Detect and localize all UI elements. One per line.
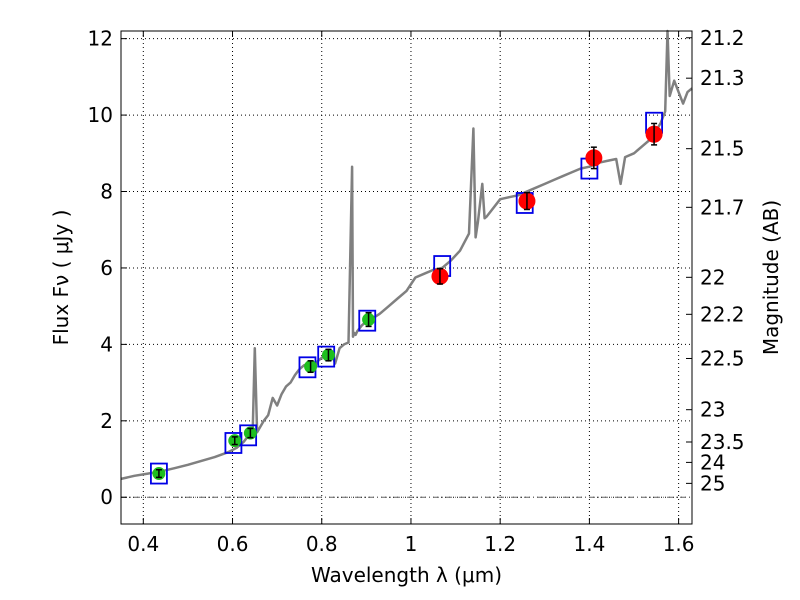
spectrum-line [120,29,693,481]
mag-tick-label: 21.7 [700,195,745,219]
mag-tick-label: 22 [700,265,725,289]
x-tick-label: 1.4 [573,532,605,556]
mag-tick-label: 21.3 [700,66,745,90]
plot-area [121,31,692,524]
mag-tick-label: 25 [700,471,725,495]
y-tick-label: 4 [100,332,113,356]
x-tick-label: 1.2 [484,532,516,556]
y-axis-label: Flux Fν ( μJy ) [49,210,73,346]
mag-tick-label: 21.5 [700,137,745,161]
x-tick-label: 0.8 [306,532,338,556]
x-axis-label: Wavelength λ (μm) [311,563,502,587]
mag-tick-label: 23.5 [700,430,745,454]
mag-tick-label: 23 [700,398,725,422]
x-tick-label: 0.4 [127,532,159,556]
mag-tick-label: 22.5 [700,346,745,370]
x-tick-label: 1 [405,532,418,556]
mag-tick-label: 22.2 [700,302,745,326]
x-tick-label: 1.6 [663,532,695,556]
model-box [358,309,377,332]
mag-tick-label: 24 [700,450,725,474]
y-tick-label: 8 [100,180,113,204]
x-tick-label: 0.6 [217,532,249,556]
model-box [224,432,243,454]
mag-tick-label: 21.2 [700,26,745,50]
y-tick-label: 12 [88,27,113,51]
y-tick-label: 6 [100,256,113,280]
y-tick-label: 2 [100,409,113,433]
y-tick-label: 0 [100,485,113,509]
y-tick-label: 10 [88,103,113,127]
y2-axis-label: Magnitude (AB) [759,200,783,355]
model-box [150,462,168,485]
